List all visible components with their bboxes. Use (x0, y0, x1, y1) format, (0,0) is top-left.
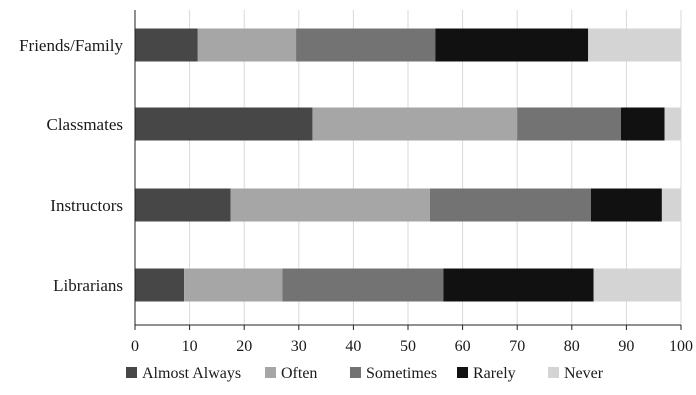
bar-segment (620, 107, 665, 141)
x-tick-label: 80 (564, 338, 580, 355)
legend-label: Almost Always (142, 365, 241, 382)
legend-label: Sometimes (366, 365, 437, 382)
x-tick-label: 40 (345, 338, 361, 355)
legend-swatch (457, 367, 468, 378)
bar-segment (296, 28, 436, 62)
legend-label: Often (281, 365, 317, 382)
bar-segment (590, 188, 662, 222)
x-tick-label: 60 (455, 338, 471, 355)
x-tick-label: 30 (291, 338, 307, 355)
bar-segment (443, 268, 594, 302)
bar-segment (588, 28, 681, 62)
x-tick-label: 10 (182, 338, 198, 355)
axes (134, 10, 682, 330)
category-labels: Friends/Family Classmates Instructors Libra… (19, 36, 123, 295)
bar-segment (135, 188, 231, 222)
category-label: Classmates (47, 115, 124, 134)
legend-swatch (548, 367, 559, 378)
bar-segment (664, 107, 681, 141)
legend-swatch (126, 367, 137, 378)
bar-segment (135, 107, 313, 141)
bar-segment (282, 268, 444, 302)
bar-segment (517, 107, 621, 141)
x-tick-label: 100 (669, 338, 693, 355)
bar-segment (135, 28, 198, 62)
category-label: Librarians (53, 276, 123, 295)
x-tick-label: 70 (509, 338, 525, 355)
x-tick-labels: 0 10 20 30 40 50 60 70 80 90 100 (131, 338, 693, 355)
category-label: Friends/Family (19, 36, 123, 55)
bar-segment (429, 188, 591, 222)
bar-segment (661, 188, 681, 222)
bars (135, 28, 681, 302)
legend-label: Rarely (473, 365, 516, 382)
bar-segment (230, 188, 430, 222)
bar-segment (197, 28, 297, 62)
x-tick-label: 90 (618, 338, 634, 355)
bar-segment (135, 268, 185, 302)
x-tick-label: 20 (236, 338, 252, 355)
legend: Almost Always Often Sometimes Rarely Never (126, 365, 604, 382)
legend-swatch (350, 367, 361, 378)
category-label: Instructors (50, 196, 123, 215)
x-tick-label: 50 (400, 338, 416, 355)
legend-label: Never (564, 365, 604, 382)
bar-segment (312, 107, 518, 141)
legend-swatch (265, 367, 276, 378)
bar-segment (593, 268, 681, 302)
bar-segment (184, 268, 283, 302)
bar-segment (435, 28, 589, 62)
x-tick-label: 0 (131, 338, 139, 355)
